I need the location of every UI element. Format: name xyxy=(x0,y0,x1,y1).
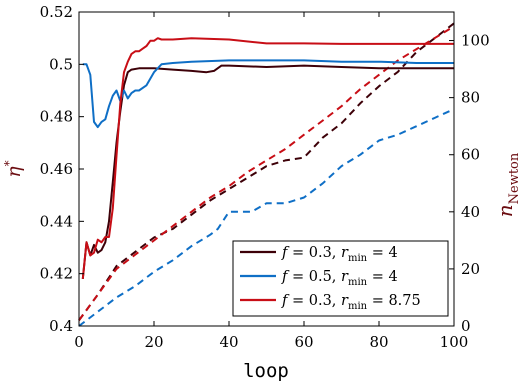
tick-layer: 0 20 40 60 80 100 0.4 0.42 0.44 0.46 0.48 0.5 0.52 0 2… xyxy=(40,3,490,351)
left-tick-label: 0.4 xyxy=(49,317,73,335)
right-tick-label: 0 xyxy=(461,317,471,335)
series-line-5-dashed xyxy=(78,108,455,327)
right-tick-label: 80 xyxy=(461,89,480,107)
legend-label-3: f = 0.3, rmin = 8.75 xyxy=(281,293,421,312)
legend: f = 0.3, rmin = 4 f = 0.5, rmin = 4 f = … xyxy=(232,240,449,317)
series-line-2 xyxy=(82,59,454,129)
x-tick-label: 80 xyxy=(369,333,388,351)
right-tick-label: 40 xyxy=(461,203,480,221)
left-tick-label: 0.5 xyxy=(49,55,73,73)
legend-entry: f = 0.3, rmin = 4 xyxy=(240,245,398,264)
legend-entry: f = 0.5, rmin = 4 xyxy=(240,269,398,288)
x-axis-label: loop xyxy=(243,360,289,382)
x-tick-label: 100 xyxy=(440,333,469,351)
right-axis-label: nNewton xyxy=(493,152,522,217)
left-tick-label: 0.42 xyxy=(40,265,73,283)
series-line-1 xyxy=(81,64,454,280)
right-tick-label: 20 xyxy=(461,260,480,278)
right-tick-label: 100 xyxy=(461,32,490,50)
left-tick-label: 0.44 xyxy=(40,212,73,230)
left-axis-label: η* xyxy=(2,160,25,177)
series-line-4-dashed xyxy=(78,22,455,321)
left-tick-label: 0.46 xyxy=(40,160,73,178)
x-tick-label: 0 xyxy=(74,333,84,351)
legend-label-2: f = 0.5, rmin = 4 xyxy=(281,269,398,288)
x-tick-label: 60 xyxy=(294,333,313,351)
left-tick-label: 0.52 xyxy=(40,3,73,21)
x-tick-label: 40 xyxy=(219,333,238,351)
series-layer xyxy=(78,22,455,327)
left-tick-label: 0.48 xyxy=(40,108,73,126)
legend-box xyxy=(232,240,449,317)
right-tick-label: 60 xyxy=(461,146,480,164)
series-line-3 xyxy=(81,37,454,280)
x-tick-label: 20 xyxy=(144,333,163,351)
legend-entry: f = 0.3, rmin = 8.75 xyxy=(240,293,421,312)
legend-label-1: f = 0.3, rmin = 4 xyxy=(281,245,398,264)
